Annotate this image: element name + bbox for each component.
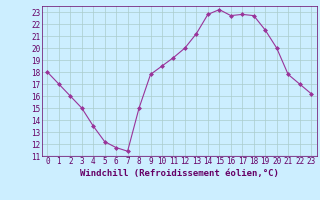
X-axis label: Windchill (Refroidissement éolien,°C): Windchill (Refroidissement éolien,°C) [80, 169, 279, 178]
